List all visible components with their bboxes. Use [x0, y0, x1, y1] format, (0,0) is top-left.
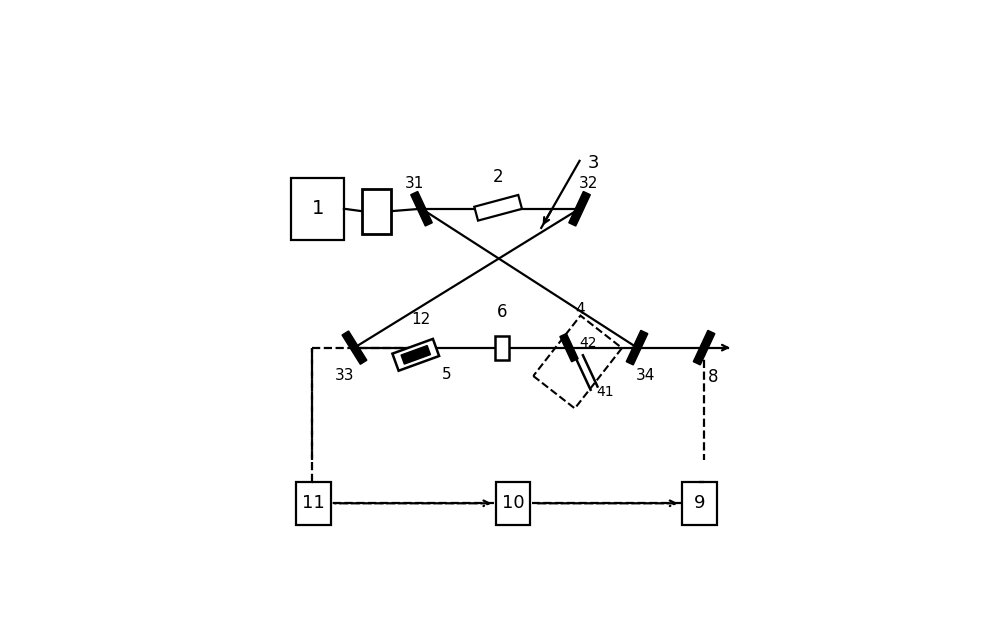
Polygon shape	[560, 333, 578, 362]
Polygon shape	[693, 330, 715, 365]
Text: 6: 6	[497, 304, 507, 322]
Polygon shape	[342, 331, 367, 364]
Polygon shape	[411, 192, 432, 226]
Text: 5: 5	[442, 367, 452, 382]
Text: 41: 41	[596, 384, 614, 399]
Text: 10: 10	[502, 494, 524, 513]
Text: 32: 32	[578, 175, 598, 190]
Text: 1: 1	[311, 199, 324, 218]
Text: 33: 33	[335, 368, 355, 383]
Text: 7: 7	[371, 202, 382, 220]
Text: 11: 11	[302, 494, 325, 513]
Polygon shape	[401, 346, 430, 364]
Bar	[682, 481, 717, 525]
Polygon shape	[392, 339, 439, 371]
Text: 3: 3	[588, 154, 600, 172]
Polygon shape	[495, 336, 509, 360]
Text: 9: 9	[694, 494, 705, 513]
Polygon shape	[569, 192, 590, 226]
Bar	[362, 188, 391, 234]
Bar	[291, 178, 344, 240]
Text: 12: 12	[411, 312, 430, 327]
Bar	[296, 481, 331, 525]
Text: 8: 8	[707, 368, 718, 386]
Bar	[496, 481, 530, 525]
Polygon shape	[474, 195, 522, 221]
Text: 4: 4	[575, 302, 585, 317]
Text: 2: 2	[493, 168, 503, 186]
Text: 42: 42	[580, 336, 597, 350]
Text: 34: 34	[636, 368, 655, 383]
Polygon shape	[626, 330, 648, 365]
Text: 31: 31	[405, 175, 424, 190]
